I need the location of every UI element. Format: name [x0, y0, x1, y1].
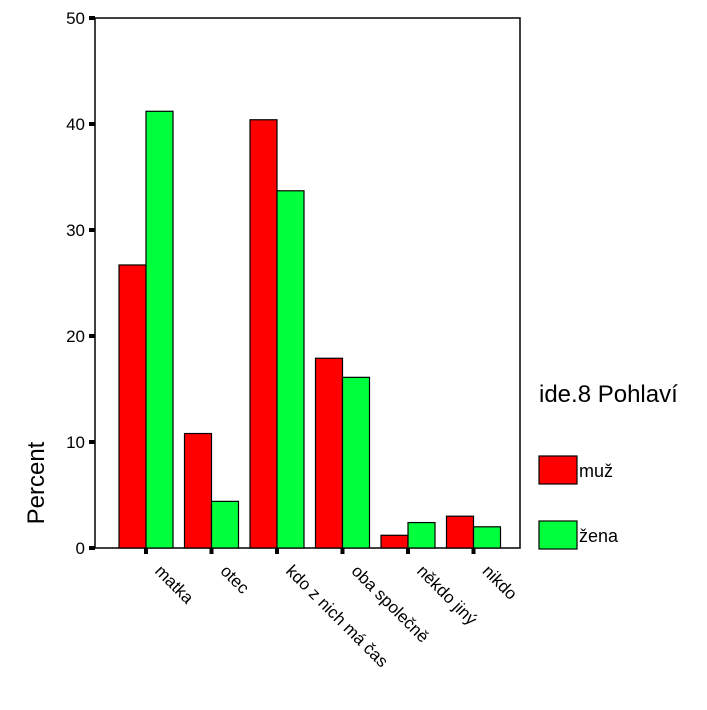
y-tick-mark [89, 228, 95, 232]
bar-muž-3 [314, 357, 344, 549]
bar-muž-4 [380, 534, 409, 549]
bar-žena-3 [341, 376, 371, 549]
x-tick-mark [471, 548, 476, 554]
x-tick-label: nikdo [479, 561, 521, 603]
y-tick-label: 0 [76, 539, 85, 558]
bar-žena-0 [145, 110, 174, 549]
y-tick-label: 20 [66, 327, 85, 346]
bar-žena-4 [407, 521, 436, 549]
y-tick-label: 30 [66, 221, 85, 240]
x-tick-label: někdo jiný [413, 561, 481, 629]
bar-muž-0 [118, 264, 147, 549]
x-tick-mark [144, 548, 148, 554]
legend-label-0: muž [579, 461, 613, 481]
x-tick-label: matka [151, 561, 198, 608]
x-tick-label: otec [217, 561, 254, 598]
y-tick-mark [89, 546, 95, 550]
y-tick-mark [89, 16, 95, 20]
bar-muž-2 [249, 119, 278, 549]
bar-žena-5 [472, 526, 502, 549]
legend: ide.8 Pohlaví muž žena [538, 381, 678, 550]
y-axis: 0 10 20 30 40 50 [66, 9, 95, 558]
bar-žena-1 [210, 500, 240, 549]
x-tick-mark [209, 548, 214, 554]
y-tick-label: 50 [66, 9, 85, 28]
bar-muž-1 [183, 432, 213, 549]
x-tick-mark [275, 548, 279, 554]
x-tick-mark [406, 548, 410, 554]
y-tick-mark [89, 122, 95, 126]
bar-žena-2 [276, 190, 305, 549]
y-tick-mark [89, 440, 95, 444]
y-tick-label: 40 [66, 115, 85, 134]
legend-swatch-1 [538, 520, 578, 550]
x-tick-mark [340, 548, 345, 554]
legend-label-1: žena [579, 526, 619, 546]
legend-swatch-0 [538, 455, 578, 485]
bars [118, 110, 502, 549]
legend-title: ide.8 Pohlaví [539, 381, 678, 408]
y-tick-mark [89, 334, 95, 338]
y-axis-label: Percent [23, 441, 50, 524]
y-tick-label: 10 [66, 433, 85, 452]
bar-muž-5 [445, 515, 475, 549]
plot-frame [94, 17, 521, 549]
